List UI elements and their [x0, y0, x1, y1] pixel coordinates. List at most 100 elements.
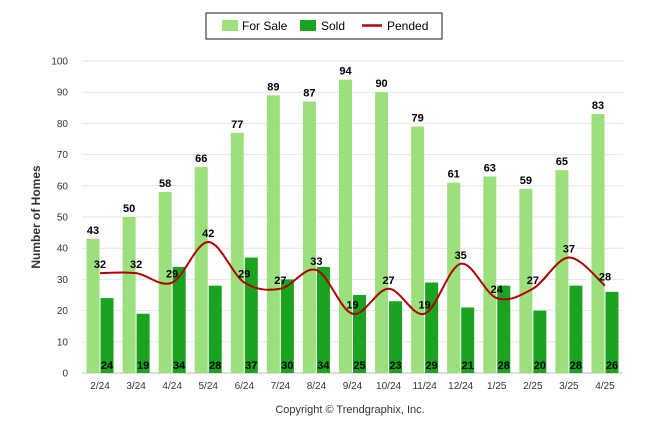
pended-value-label: 29: [166, 269, 178, 281]
bar-for-sale: [194, 167, 208, 373]
x-tick-label: 4/24: [162, 381, 182, 392]
bar-sold: [172, 266, 186, 373]
for-sale-value-label: 65: [556, 156, 568, 168]
x-tick-label: 3/25: [559, 381, 579, 392]
bar-for-sale: [591, 114, 605, 373]
legend-pended-label: Pended: [387, 19, 428, 33]
bars: [86, 79, 619, 374]
pended-line: [100, 240, 606, 315]
pended-value-label: 19: [419, 300, 431, 312]
y-tick-label: 0: [62, 369, 68, 380]
x-tick-label: 8/24: [307, 381, 327, 392]
y-tick-label: 10: [57, 337, 69, 348]
x-tick-label: 9/24: [343, 381, 363, 392]
x-tick-label: 11/24: [412, 381, 437, 392]
pended-series-line: [100, 240, 606, 315]
y-tick-label: 80: [57, 119, 69, 130]
sold-value-label: 21: [462, 360, 474, 372]
y-tick-label: 50: [57, 213, 69, 224]
pended-value-label: 28: [599, 272, 611, 284]
bar-sold: [136, 313, 150, 373]
y-tick-label: 100: [51, 57, 68, 68]
bar-sold: [316, 266, 330, 373]
bar-sold: [569, 285, 583, 373]
y-tick-label: 40: [57, 244, 69, 255]
for-sale-value-label: 66: [195, 153, 207, 165]
y-tick-label: 70: [57, 150, 69, 161]
x-tick-label: 4/25: [595, 381, 615, 392]
y-tick-label: 30: [57, 275, 69, 286]
x-tick-label: 2/24: [90, 381, 110, 392]
pended-value-label: 24: [491, 284, 504, 296]
bar-for-sale: [122, 217, 136, 373]
bar-for-sale: [555, 170, 569, 373]
pended-value-label: 32: [130, 259, 142, 271]
for-sale-value-label: 61: [448, 169, 460, 181]
legend-for-sale-label: For Sale: [242, 19, 288, 33]
for-sale-value-label: 79: [412, 113, 424, 125]
sold-value-label: 20: [534, 360, 546, 372]
bar-sold: [389, 301, 403, 373]
bar-sold: [533, 310, 547, 373]
for-sale-value-label: 50: [123, 203, 135, 215]
for-sale-value-label: 77: [231, 119, 243, 131]
bar-sold: [605, 291, 619, 373]
sold-value-label: 37: [245, 360, 257, 372]
x-tick-label: 12/24: [448, 381, 473, 392]
bar-sold: [497, 285, 511, 373]
for-sale-value-label: 94: [339, 66, 352, 78]
bar-sold: [280, 279, 294, 373]
sold-value-label: 34: [317, 360, 330, 372]
sold-value-label: 28: [498, 360, 510, 372]
legend-sold-swatch: [300, 20, 316, 31]
legend-box: [205, 12, 443, 40]
x-tick-label: 6/24: [235, 381, 255, 392]
sold-value-label: 24: [101, 360, 114, 372]
sold-value-label: 30: [281, 360, 293, 372]
bar-for-sale: [447, 182, 461, 373]
y-axis-ticks: 0 10 20 30 40 50 60 70 80 90 100: [51, 57, 68, 380]
x-tick-label: 2/25: [523, 381, 543, 392]
bar-for-sale: [411, 126, 425, 374]
sold-value-label: 23: [389, 360, 401, 372]
sold-value-label: 28: [209, 360, 221, 372]
bar-for-sale: [483, 176, 497, 373]
bar-for-sale: [375, 92, 389, 373]
y-axis-label: Number of Homes: [29, 165, 43, 269]
bar-sold: [425, 282, 439, 373]
pended-value-label: 42: [202, 228, 214, 240]
bar-for-sale: [86, 238, 100, 373]
pended-value-label: 35: [455, 250, 467, 262]
data-labels: 43 24 32 50 19 32 58 34 29 66 28 42 77 37 29 89 30 27 87 34…: [87, 66, 618, 372]
pended-value-label: 27: [274, 275, 286, 287]
x-tick-label: 1/25: [487, 381, 507, 392]
sold-value-label: 34: [173, 360, 186, 372]
sold-value-label: 25: [353, 360, 365, 372]
bar-for-sale: [339, 79, 352, 373]
y-tick-label: 60: [57, 181, 69, 192]
pended-value-label: 27: [527, 275, 539, 287]
sold-value-label: 28: [570, 360, 582, 372]
sold-value-label: 19: [137, 360, 149, 372]
x-axis-ticks: 2/24 3/24 4/24 5/24 6/24 7/24 8/24 9/24 10/24 11/…: [90, 381, 615, 392]
x-tick-label: 3/24: [126, 381, 146, 392]
bar-for-sale: [266, 95, 280, 373]
for-sale-value-label: 43: [87, 225, 99, 237]
for-sale-value-label: 58: [159, 178, 171, 190]
bar-sold: [208, 285, 222, 373]
bar-for-sale: [158, 192, 172, 373]
pended-value-label: 19: [346, 300, 358, 312]
legend-sold-label: Sold: [321, 19, 345, 33]
pended-value-label: 32: [94, 259, 106, 271]
sold-value-label: 26: [606, 360, 618, 372]
legend: For Sale Sold Pended: [205, 12, 443, 40]
bar-for-sale: [519, 188, 533, 373]
pended-value-label: 37: [563, 244, 575, 256]
x-tick-label: 10/24: [376, 381, 401, 392]
pended-value-label: 29: [238, 269, 250, 281]
for-sale-value-label: 59: [520, 175, 532, 187]
for-sale-value-label: 63: [484, 162, 496, 174]
pended-value-label: 27: [382, 275, 394, 287]
legend-for-sale-swatch: [222, 20, 238, 31]
